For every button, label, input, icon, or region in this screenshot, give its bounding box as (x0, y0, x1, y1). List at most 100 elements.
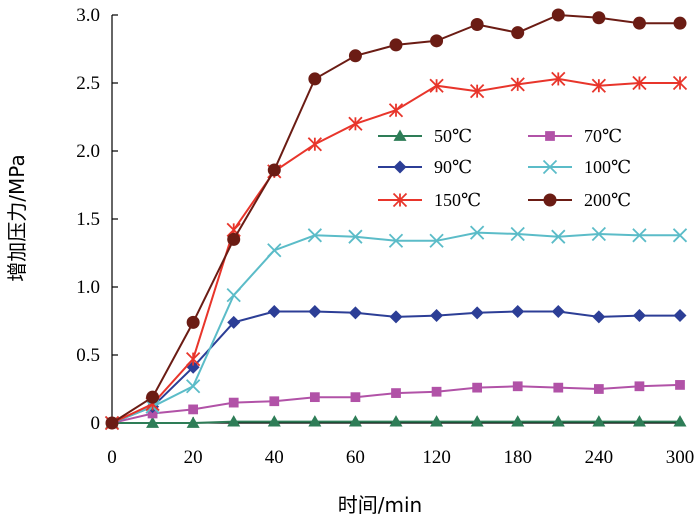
y-tick-label: 2.0 (76, 141, 100, 162)
circle-marker (186, 315, 200, 329)
square-marker (188, 404, 199, 415)
y-axis-title: 增加压力/MPa (5, 154, 29, 281)
x-marker (307, 228, 322, 243)
triangle-marker (470, 415, 484, 427)
asterisk-marker (429, 78, 444, 93)
legend-item-3: 100℃ (528, 157, 631, 177)
legend-item-0: 50℃ (378, 126, 472, 146)
circle-marker (543, 193, 557, 207)
asterisk-marker (632, 75, 647, 91)
circle-marker (592, 11, 606, 25)
triangle-marker (389, 415, 403, 427)
asterisk-marker (470, 84, 485, 99)
x-marker-stroke (388, 233, 404, 248)
triangle-marker (267, 415, 281, 427)
circle-marker (105, 416, 119, 430)
x-marker-stroke (267, 243, 282, 258)
circle-marker (348, 49, 362, 63)
triangle-marker (186, 416, 200, 428)
square-marker (269, 396, 280, 407)
y-tick-label: 1.0 (76, 277, 100, 298)
axes: 0 0.5 1.0 1.5 2.0 2.5 3.0 0 20 40 60 120 180 240 300 (76, 5, 694, 468)
diamond-marker (673, 309, 687, 323)
square-marker (593, 384, 604, 394)
circle-marker (551, 8, 565, 22)
triangle-marker (308, 415, 322, 427)
diamond-marker (592, 310, 606, 324)
legend-label: 200℃ (584, 190, 631, 210)
square-marker (634, 381, 645, 392)
square-marker (228, 397, 239, 408)
circle-marker (632, 16, 646, 30)
diamond-marker (470, 306, 484, 320)
x-marker (632, 228, 647, 243)
square-marker (147, 408, 158, 419)
x-tick-label: 300 (666, 447, 695, 468)
square-marker (675, 380, 685, 390)
x-marker-stroke (470, 225, 485, 240)
x-marker (591, 226, 606, 242)
circle-marker (673, 16, 687, 30)
diamond-marker (430, 309, 444, 323)
x-marker (388, 233, 404, 248)
x-marker-stroke (672, 228, 688, 243)
diamond-marker (308, 304, 322, 318)
x-marker-stroke (551, 229, 566, 244)
x-tick-label: 40 (265, 447, 284, 468)
x-marker (348, 229, 363, 244)
x-tick-label: 120 (422, 447, 451, 468)
asterisk-marker (551, 71, 566, 87)
square-marker (431, 386, 442, 397)
square-marker (512, 381, 523, 392)
asterisk-marker (186, 351, 201, 367)
x-marker-stroke (510, 226, 525, 242)
circle-marker (430, 34, 444, 48)
legend-item-2: 90℃ (378, 157, 472, 177)
x-tick-label: 60 (346, 447, 365, 468)
diamond-marker (348, 306, 362, 320)
x-marker-stroke (307, 228, 322, 243)
x-marker (510, 226, 525, 242)
triangle-marker (146, 416, 160, 428)
x-marker-stroke (186, 379, 201, 394)
y-tick-label: 1.5 (76, 209, 100, 230)
square-marker (309, 392, 320, 403)
square-marker (545, 131, 555, 141)
triangle-marker (632, 415, 646, 427)
asterisk-marker (307, 137, 322, 152)
series-layer (104, 8, 688, 431)
legend-item-5: 200℃ (528, 190, 631, 210)
x-marker-stroke (348, 229, 363, 244)
circle-marker (146, 390, 160, 404)
x-marker-stroke (542, 159, 558, 175)
triangle-marker (430, 415, 444, 427)
x-marker-stroke (632, 228, 647, 243)
diamond-marker (511, 304, 525, 318)
circle-marker (389, 38, 403, 52)
asterisk-marker (392, 192, 408, 208)
asterisk-marker (388, 103, 404, 118)
diamond-marker (267, 304, 281, 318)
legend-label: 50℃ (434, 126, 472, 146)
square-marker (553, 382, 564, 393)
legend-label: 100℃ (584, 157, 631, 177)
legend-label: 150℃ (434, 190, 481, 210)
asterisk-marker (591, 78, 606, 93)
diamond-marker (632, 309, 646, 323)
triangle-marker (348, 415, 362, 427)
diamond-marker (393, 160, 407, 174)
asterisk-marker (672, 75, 688, 91)
x-marker (267, 243, 282, 258)
legend: 50℃ 70℃ 90℃ 100℃ 150℃ 200℃ (378, 126, 631, 210)
legend-item-4: 150℃ (378, 190, 481, 210)
x-marker (429, 233, 444, 248)
x-tick-label: 0 (107, 447, 117, 468)
square-marker (472, 382, 483, 393)
y-tick-label: 3.0 (76, 5, 100, 26)
y-tick-label: 0 (91, 413, 101, 434)
square-marker (350, 392, 361, 403)
x-marker (470, 225, 485, 240)
legend-label: 90℃ (434, 157, 472, 177)
